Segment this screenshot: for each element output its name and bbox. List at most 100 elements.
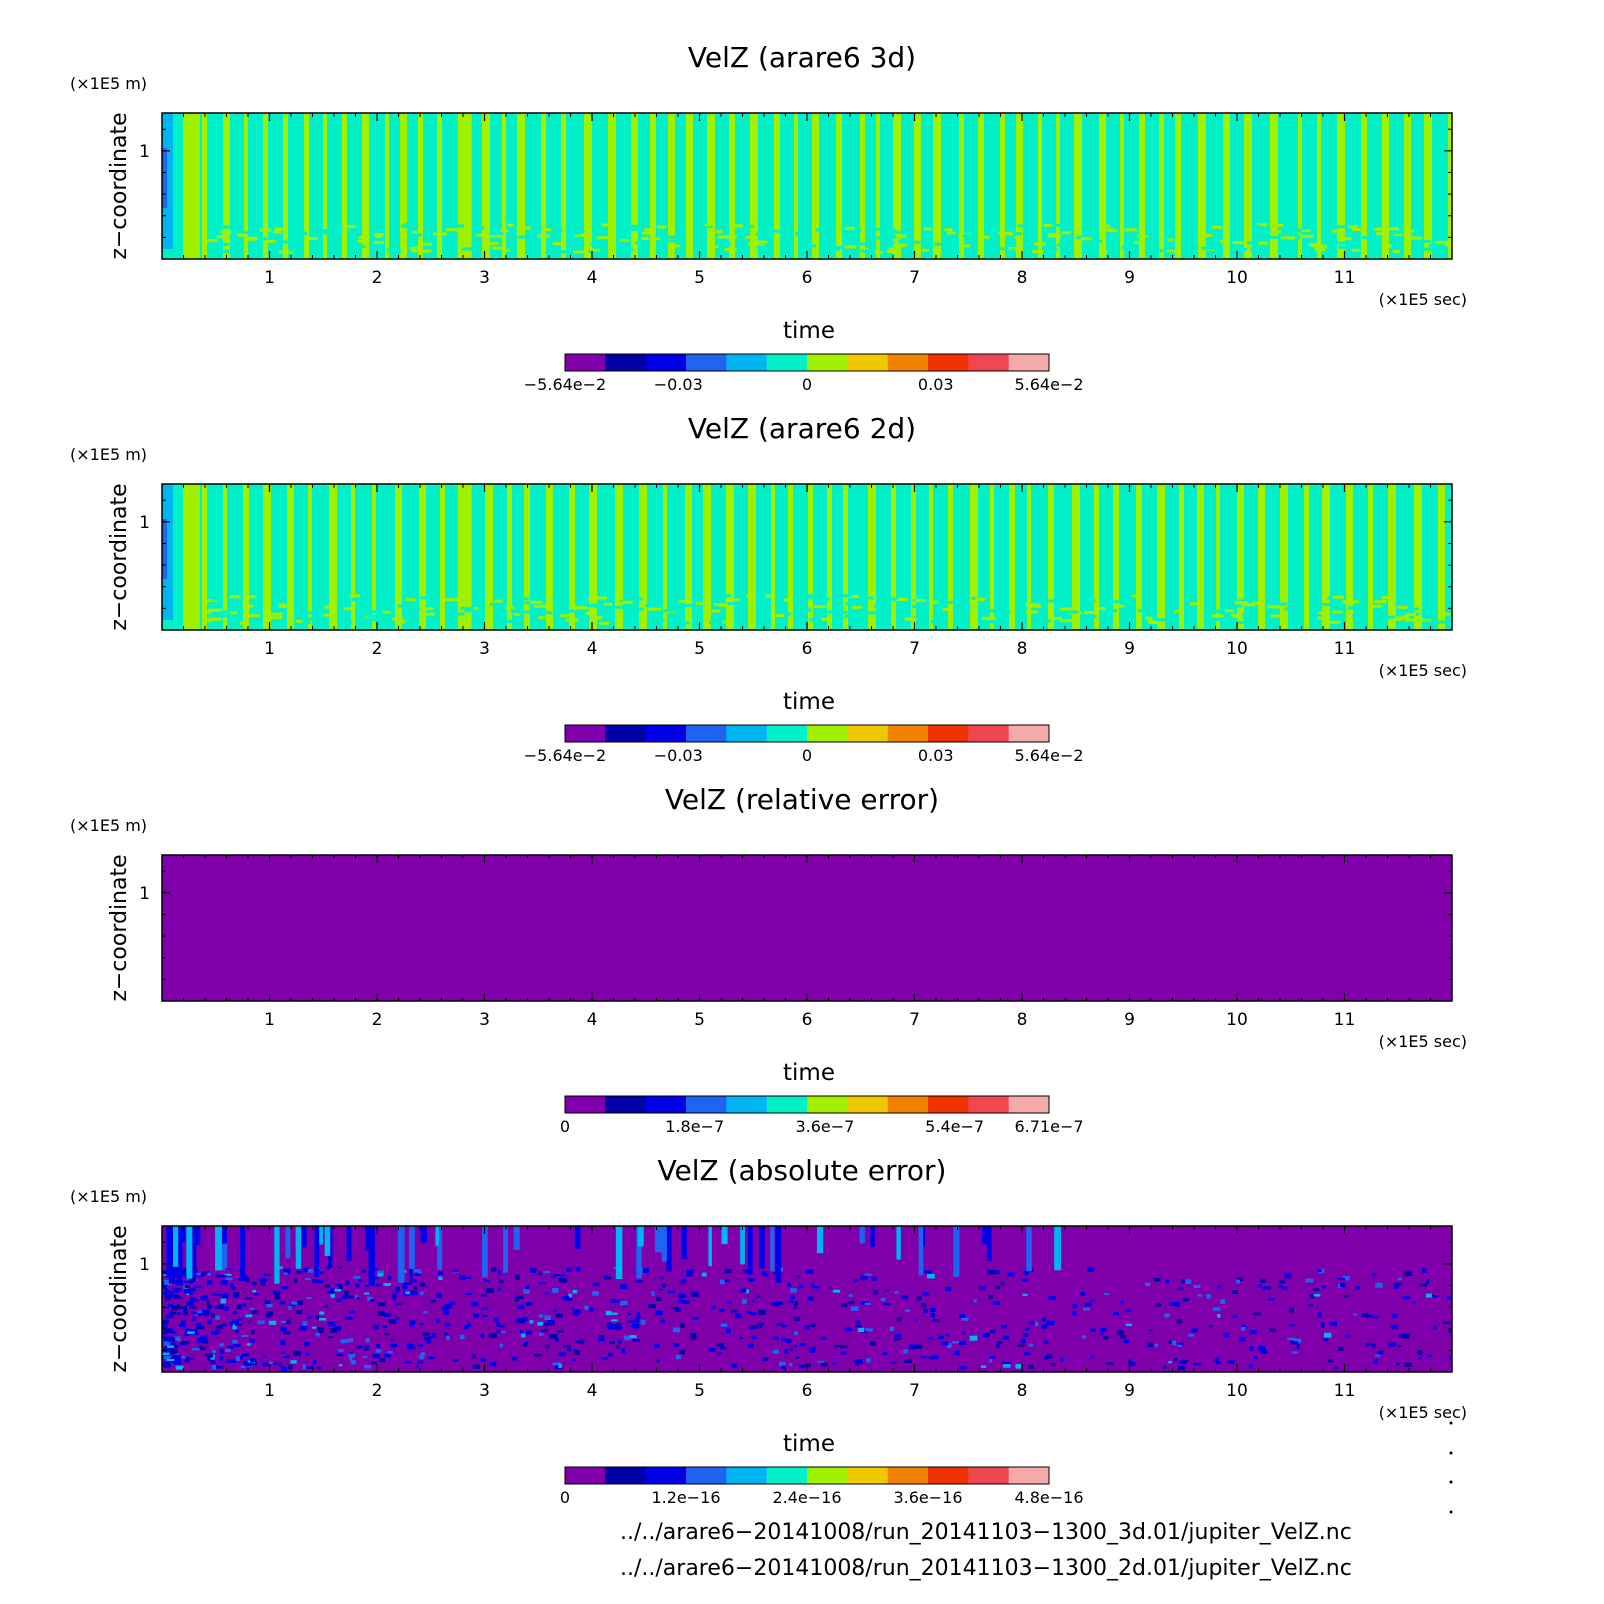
heatmap-cell xyxy=(1448,113,1452,259)
heatmap-cell xyxy=(809,1349,816,1353)
heatmap-cell xyxy=(1393,232,1403,236)
heatmap-cell xyxy=(1038,113,1042,259)
heatmap-cell xyxy=(364,1284,371,1288)
heatmap-cell xyxy=(1159,113,1164,259)
heatmap-cell xyxy=(1198,113,1206,259)
colorbar-tick-label: 3.6e−7 xyxy=(795,1117,854,1136)
heatmap-cell xyxy=(1337,1277,1346,1281)
heatmap-cell xyxy=(996,1343,1001,1348)
heatmap-cell xyxy=(1123,1339,1130,1344)
heatmap-cell xyxy=(758,1226,765,1269)
heatmap-cell xyxy=(1345,1335,1351,1338)
heatmap-cell xyxy=(356,1345,363,1349)
heatmap-cell xyxy=(1267,1287,1272,1290)
heatmap-cell xyxy=(787,1282,791,1287)
heatmap-cell xyxy=(809,618,822,622)
heatmap-cell xyxy=(585,611,592,615)
heatmap-cell xyxy=(194,1328,198,1332)
heatmap-cell xyxy=(1433,1325,1437,1330)
heatmap-cell xyxy=(1320,1322,1325,1328)
heatmap-cell xyxy=(171,1305,178,1311)
heatmap-cell xyxy=(1284,1273,1292,1279)
heatmap-cell xyxy=(572,1358,577,1362)
heatmap-cell xyxy=(215,1226,222,1271)
heatmap-cell xyxy=(805,1363,812,1367)
heatmap-cell xyxy=(197,1313,206,1316)
heatmap-cell xyxy=(1228,604,1243,608)
heatmap-cell xyxy=(344,1316,353,1320)
heatmap-cell xyxy=(566,1267,573,1272)
heatmap-cell xyxy=(296,1270,303,1274)
heatmap-cell xyxy=(887,228,897,232)
heatmap-cell xyxy=(1001,1361,1007,1365)
heatmap-cell xyxy=(686,1269,694,1273)
heatmap-cell xyxy=(496,1329,501,1333)
heatmap-cell xyxy=(496,1322,501,1328)
heatmap-cell xyxy=(608,1352,614,1357)
heatmap-cell xyxy=(459,1334,465,1340)
heatmap-cell xyxy=(1335,241,1347,245)
heatmap-cell xyxy=(711,245,719,249)
heatmap-cell xyxy=(1101,250,1108,254)
heatmap-cell xyxy=(1179,484,1184,630)
heatmap-cell xyxy=(542,1322,549,1327)
heatmap-cell xyxy=(417,1360,424,1364)
x-tick-label: 6 xyxy=(802,639,813,659)
heatmap-cell xyxy=(220,230,232,234)
heatmap-cell xyxy=(281,1285,287,1290)
colorbar-tick-label: 5.4e−7 xyxy=(925,1117,984,1136)
heatmap-cell xyxy=(179,1306,188,1310)
heatmap-cell xyxy=(230,611,238,615)
heatmap-cell xyxy=(572,250,586,254)
heatmap-cell xyxy=(727,602,736,606)
heatmap-cell xyxy=(330,1294,335,1298)
heatmap-cell xyxy=(590,241,599,245)
heatmap-cell xyxy=(490,1361,497,1367)
heatmap-cell xyxy=(812,1286,821,1289)
heatmap-cell xyxy=(427,1356,435,1360)
heatmap-cell xyxy=(180,1226,186,1242)
heatmap-cell xyxy=(798,1364,805,1369)
heatmap-cell xyxy=(841,594,852,598)
heatmap-cell xyxy=(668,621,678,625)
heatmap-cell xyxy=(164,1294,172,1299)
x-tick-label: 9 xyxy=(1124,1381,1135,1401)
heatmap-cell xyxy=(572,231,579,235)
heatmap-cell xyxy=(605,1310,612,1316)
heatmap-cell xyxy=(1393,230,1403,234)
colorbar-swatch xyxy=(686,1467,727,1484)
heatmap-cell xyxy=(1217,1313,1221,1318)
colorbar-tick-label: 1.8e−7 xyxy=(665,1117,724,1136)
heatmap-cell xyxy=(834,1344,841,1348)
heatmap-cell xyxy=(1094,606,1106,610)
heatmap-cell xyxy=(896,234,907,238)
heatmap-cell xyxy=(1293,1338,1302,1343)
heatmap-cell xyxy=(1090,1299,1095,1302)
heatmap-cell xyxy=(1081,235,1093,239)
heatmap-cell xyxy=(636,1226,642,1279)
heatmap-cell xyxy=(547,247,555,251)
heatmap-cell xyxy=(1002,1335,1010,1340)
heatmap-cell xyxy=(596,596,608,600)
heatmap-cell xyxy=(975,597,986,601)
heatmap-cell xyxy=(317,231,331,235)
heatmap-cell xyxy=(247,614,260,618)
heatmap-cell xyxy=(1371,1343,1376,1348)
heatmap-cell xyxy=(471,1356,476,1359)
heatmap-cell xyxy=(878,608,892,612)
heatmap-cell xyxy=(353,1275,361,1279)
heatmap-cell xyxy=(932,600,939,604)
heatmap-cell xyxy=(533,604,547,608)
heatmap-cell xyxy=(482,1315,488,1318)
heatmap-cell xyxy=(1329,1321,1338,1326)
colorbar-swatch xyxy=(1008,1096,1050,1113)
chart-panel-3: VelZ (relative error)(×1E5 m)1 2 3 4 5 6 7 8 9 10… xyxy=(70,783,1467,1136)
heatmap-cell xyxy=(316,1366,323,1370)
heatmap-cell xyxy=(185,1328,191,1333)
heatmap-cell xyxy=(615,484,623,630)
heatmap-cell xyxy=(1256,223,1268,227)
heatmap-cell xyxy=(932,1355,939,1360)
heatmap-cell xyxy=(795,601,807,605)
heatmap-cell xyxy=(304,113,309,259)
heatmap-cell xyxy=(584,113,592,259)
